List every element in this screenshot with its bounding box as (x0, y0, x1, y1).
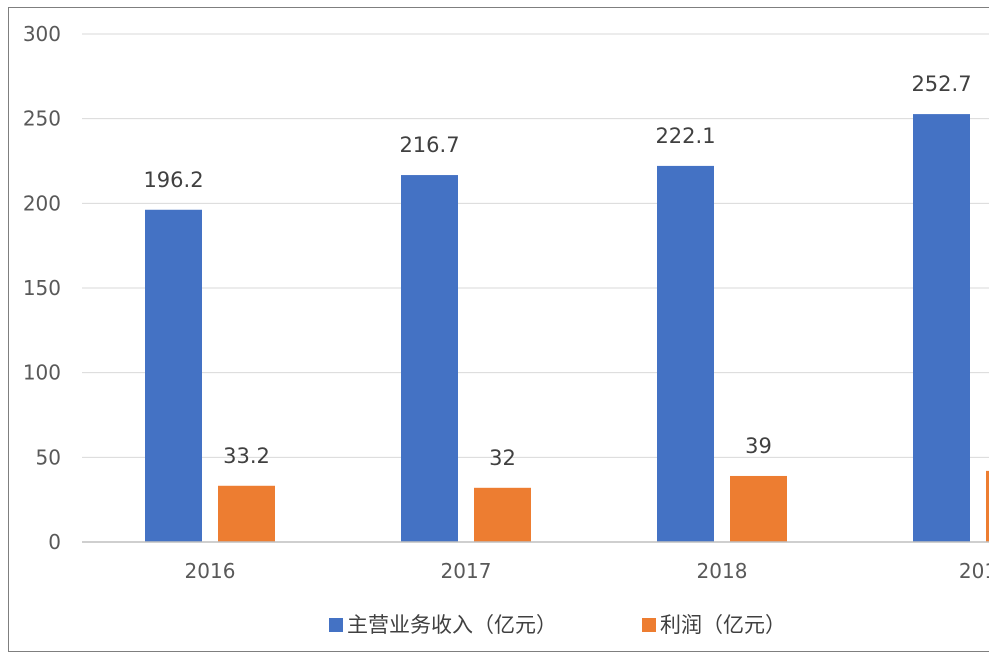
y-tick-label: 200 (23, 191, 61, 215)
x-tick-label: 2017 (441, 559, 492, 583)
x-tick-label: 201 (959, 559, 989, 583)
y-tick-label: 0 (48, 530, 61, 554)
bar-series-2-2017 (474, 487, 531, 542)
data-label: 252.7 (911, 72, 971, 96)
data-label: 222.1 (655, 124, 715, 148)
legend-swatch-1 (329, 618, 343, 632)
data-label: 32 (489, 446, 516, 470)
bar-series-2-2018 (730, 475, 787, 542)
legend-label: 利润（亿元） (660, 613, 786, 637)
legend-label: 主营业务收入（亿元） (347, 613, 557, 637)
data-label: 33.2 (223, 444, 270, 468)
data-label: 39 (745, 434, 772, 458)
bar-series-1-201 (913, 114, 970, 542)
y-tick-label: 250 (23, 107, 61, 131)
y-tick-label: 150 (23, 276, 61, 300)
data-label: 216.7 (399, 133, 459, 157)
bar-series-2-201 (986, 470, 989, 542)
bar-series-1-2018 (657, 165, 714, 543)
y-tick-label: 50 (36, 445, 61, 469)
data-label: 196.2 (143, 168, 203, 192)
x-tick-label: 2016 (185, 559, 236, 583)
bar-series-2-2016 (218, 485, 275, 542)
y-tick-label: 300 (23, 22, 61, 46)
legend-swatch-2 (642, 618, 656, 632)
x-tick-label: 2018 (697, 559, 748, 583)
bar-series-1-2016 (145, 209, 202, 542)
bar-series-1-2017 (401, 175, 458, 542)
y-tick-label: 100 (23, 361, 61, 385)
